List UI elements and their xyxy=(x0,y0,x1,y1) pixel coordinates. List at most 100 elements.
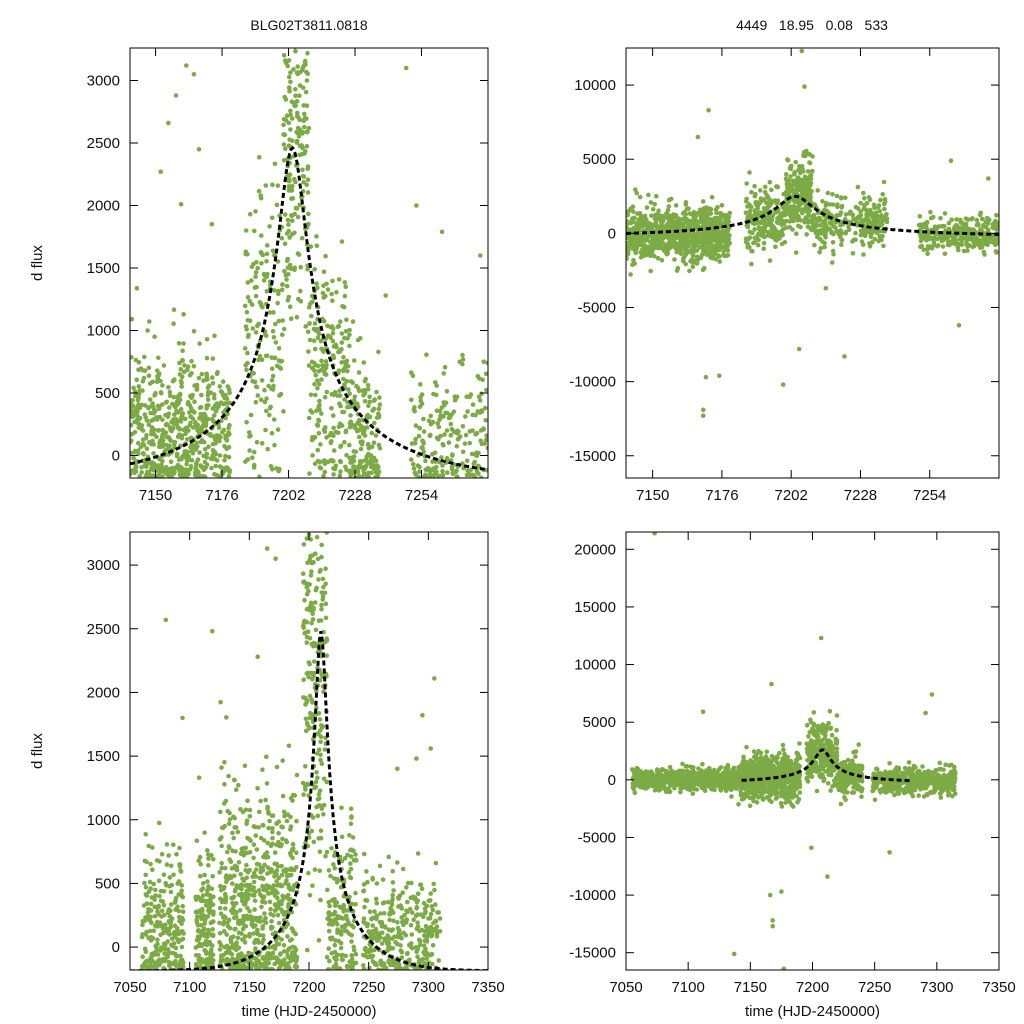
data-point xyxy=(285,892,291,898)
data-point xyxy=(193,420,198,425)
data-point xyxy=(315,423,321,428)
data-point xyxy=(134,405,139,411)
data-point xyxy=(284,277,289,282)
data-point xyxy=(278,391,284,397)
data-point xyxy=(441,371,447,376)
data-point xyxy=(645,234,650,240)
data-point xyxy=(247,318,253,324)
data-point xyxy=(307,471,312,476)
data-point xyxy=(254,927,260,933)
data-point xyxy=(321,584,326,590)
data-point xyxy=(137,473,142,478)
data-point xyxy=(634,190,639,196)
data-point xyxy=(252,824,258,830)
data-point xyxy=(747,170,752,175)
data-point xyxy=(839,237,845,243)
data-point xyxy=(312,360,317,366)
data-point xyxy=(810,168,815,174)
data-point xyxy=(178,202,184,207)
data-point xyxy=(330,278,335,284)
data-point xyxy=(176,892,181,897)
data-point xyxy=(350,319,356,324)
data-point xyxy=(223,899,228,905)
data-point xyxy=(465,409,470,414)
data-point xyxy=(245,280,251,285)
data-point xyxy=(195,914,200,919)
data-point xyxy=(633,187,638,192)
data-point xyxy=(223,392,228,398)
data-point xyxy=(343,428,349,434)
data-point xyxy=(260,304,265,310)
data-point xyxy=(131,385,136,391)
data-point xyxy=(255,786,260,791)
data-point xyxy=(709,246,715,251)
data-point xyxy=(300,131,305,136)
data-point xyxy=(173,945,179,951)
data-point xyxy=(174,410,180,415)
data-point xyxy=(199,428,205,434)
data-point xyxy=(176,341,182,346)
data-point xyxy=(194,460,199,465)
data-point xyxy=(460,461,465,466)
data-point xyxy=(441,400,447,405)
data-point xyxy=(224,932,229,937)
data-point xyxy=(650,247,655,253)
data-point xyxy=(194,424,200,430)
data-point xyxy=(303,89,309,95)
data-point xyxy=(130,422,134,428)
data-point xyxy=(640,223,645,229)
data-point xyxy=(659,213,664,219)
data-point xyxy=(276,291,281,297)
data-point xyxy=(282,94,288,100)
data-point xyxy=(801,169,806,174)
data-point xyxy=(981,222,986,228)
data-point xyxy=(469,472,475,478)
data-point xyxy=(869,231,874,237)
data-point xyxy=(292,103,298,109)
data-point xyxy=(462,441,468,446)
data-point xyxy=(683,211,689,217)
data-point xyxy=(324,362,329,368)
data-point xyxy=(204,455,209,460)
data-point xyxy=(178,929,184,935)
data-point xyxy=(204,371,209,377)
data-point xyxy=(239,898,245,904)
data-point xyxy=(279,358,285,364)
data-point xyxy=(317,868,323,874)
data-point xyxy=(916,222,922,228)
data-point xyxy=(177,391,183,397)
data-point xyxy=(722,253,727,258)
data-point xyxy=(870,219,875,225)
data-point xyxy=(188,435,194,441)
data-point xyxy=(747,202,752,207)
data-point xyxy=(176,962,182,967)
data-point xyxy=(149,425,155,430)
data-point xyxy=(413,423,419,428)
data-point xyxy=(196,147,202,152)
data-point xyxy=(256,958,262,964)
data-point xyxy=(148,901,154,907)
data-point xyxy=(257,919,263,924)
data-point xyxy=(862,226,868,232)
data-point xyxy=(825,190,831,196)
data-point xyxy=(434,464,439,470)
data-point xyxy=(156,355,161,361)
data-point xyxy=(200,908,205,914)
data-point xyxy=(322,590,328,596)
data-point xyxy=(807,160,812,165)
data-point xyxy=(325,323,330,329)
data-point xyxy=(198,439,204,445)
data-point xyxy=(286,85,292,90)
data-point xyxy=(656,208,661,213)
data-point xyxy=(747,235,753,240)
data-point xyxy=(450,453,455,458)
data-point xyxy=(442,432,447,437)
data-point xyxy=(139,465,144,470)
data-point xyxy=(172,900,178,905)
data-point xyxy=(151,881,156,887)
data-point xyxy=(144,446,150,452)
data-point xyxy=(288,0,293,1)
data-point xyxy=(150,473,156,478)
data-point xyxy=(161,958,167,964)
data-point xyxy=(205,898,210,904)
